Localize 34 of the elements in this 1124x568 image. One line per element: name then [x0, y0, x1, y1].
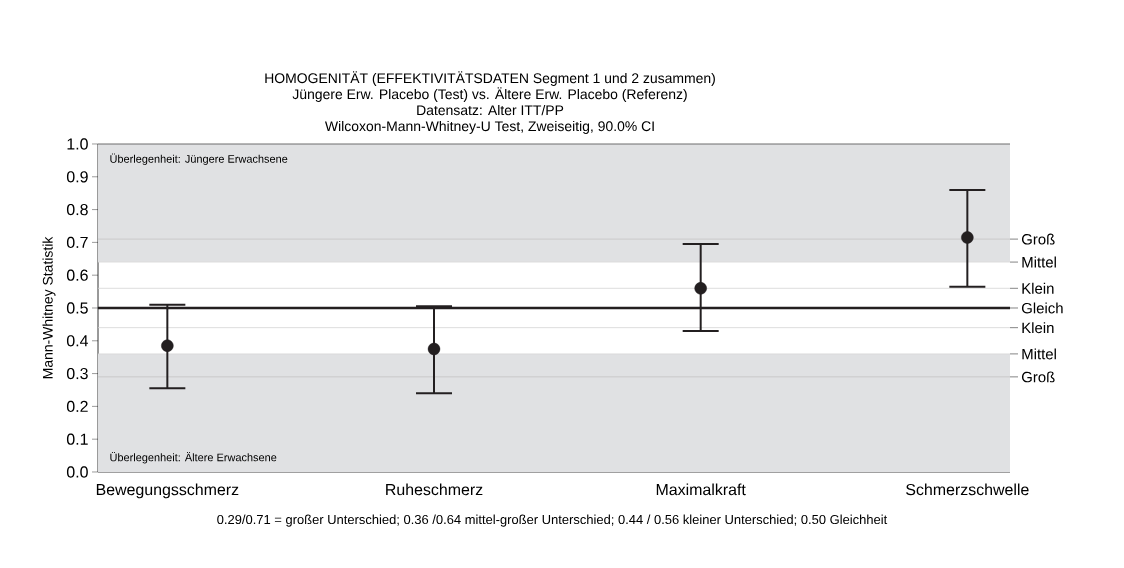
y-tick-label: 0.7 — [66, 236, 88, 249]
text: Jüngere Erw. Placebo (Test) vs. Ältere Erw. Placebo (Referenz) — [292, 87, 687, 102]
point — [427, 342, 441, 356]
ref-line-label: Groß — [1021, 371, 1055, 383]
point — [694, 282, 707, 295]
y-tick-label: 0.3 — [66, 367, 88, 380]
annotation: Überlegenheit: Jüngere Erwachsene — [110, 153, 288, 165]
chart-title: HOMOGENITÄT (EFFEKTIVITÄTSDATEN Segment 1 und 2 zusammen) — [265, 71, 715, 86]
point — [161, 339, 174, 352]
text: 0.29/0.71 = großer Unterschied; 0.36 /0.64 mittel-großer Unterschied; 0.44 / 0.56 kleiner Unterschied; 0.50 Gleichheit — [217, 514, 888, 527]
ref-line-label: Mittel — [1022, 256, 1056, 268]
chart-subtitle: Wilcoxon-Mann-Whitney-U Test, Zweiseitig, 90.0% CI — [324, 120, 654, 134]
ref-line-label: Klein — [1022, 322, 1054, 334]
ref-line-label: Klein — [1022, 282, 1054, 294]
annotation: Überlegenheit: Ältere Erwachsene — [110, 452, 277, 464]
x-tick-label: Ruheschmerz — [386, 483, 483, 496]
point — [961, 231, 974, 244]
y-tick-label: 0.2 — [66, 400, 88, 413]
ref-line-label: Groß — [1021, 233, 1055, 245]
text: Datensatz: Alter ITT/PP — [417, 104, 564, 116]
y-tick-label: 0.8 — [66, 203, 88, 216]
y-tick-label: 0.9 — [66, 171, 88, 183]
y-tick-label: 1.0 — [67, 138, 88, 150]
x-tick-label: Schmerzschwelle — [906, 483, 1029, 496]
x-tick-label: Bewegungsschmerz — [96, 483, 239, 499]
y-tick-label: 0.0 — [66, 466, 88, 478]
x-tick-label: Maximalkraft — [656, 483, 746, 496]
y-tick-label: 0.1 — [66, 433, 88, 445]
y-tick-label: 0.5 — [66, 302, 88, 314]
ref-line-label: Mittel — [1022, 348, 1056, 360]
y-tick-label: 0.4 — [66, 335, 89, 347]
y-axis-title: Mann-Whitney Statistik — [42, 236, 56, 379]
ref-line-label: Gleich — [1021, 302, 1063, 314]
y-tick-label: 0.6 — [66, 269, 88, 281]
